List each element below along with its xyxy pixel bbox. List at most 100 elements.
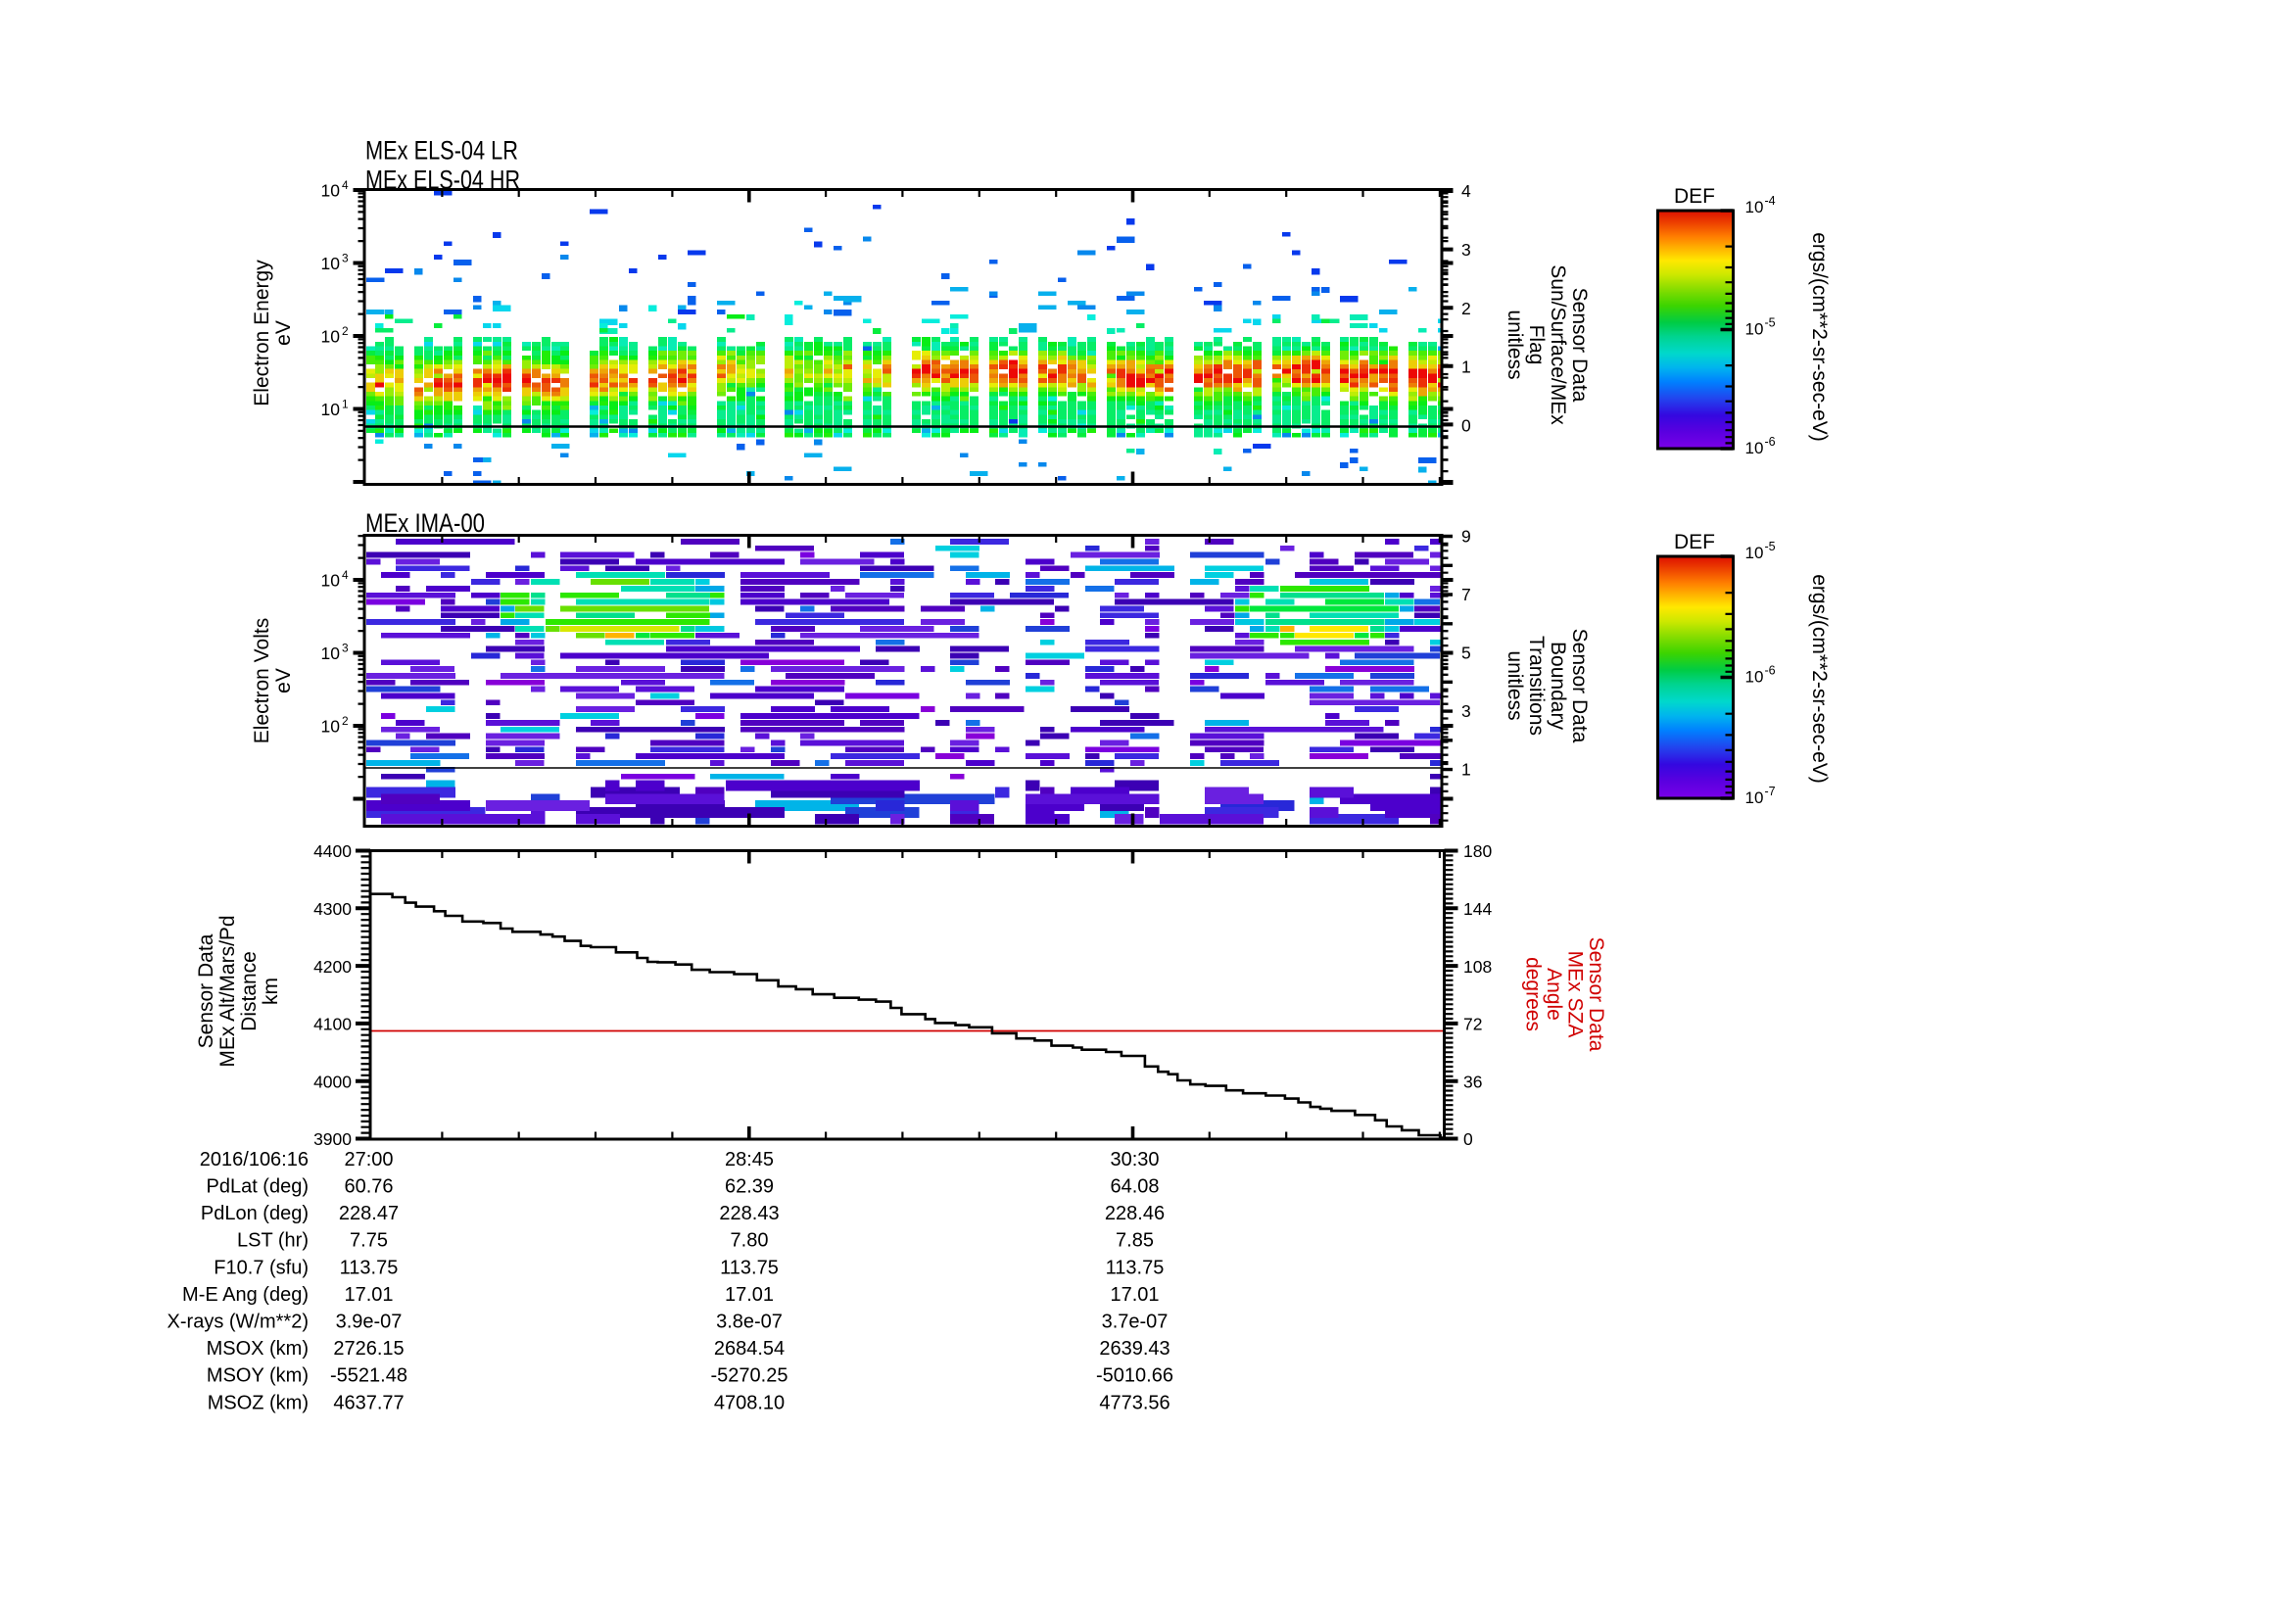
svg-text:2684.54: 2684.54 (714, 1338, 785, 1360)
svg-text:9: 9 (1461, 527, 1471, 547)
svg-text:4200: 4200 (313, 957, 352, 977)
svg-text:17.01: 17.01 (725, 1284, 774, 1306)
svg-text:Electron Volts: Electron Volts (251, 618, 273, 743)
svg-text:2016/106:16: 2016/106:16 (200, 1149, 309, 1170)
svg-text:Boundary: Boundary (1547, 642, 1569, 730)
svg-text:X-rays (W/m**2): X-rays (W/m**2) (167, 1312, 309, 1333)
svg-text:-5010.66: -5010.66 (1096, 1365, 1173, 1387)
svg-text:7: 7 (1461, 585, 1471, 604)
svg-text:7.75: 7.75 (350, 1230, 388, 1252)
svg-text:-4: -4 (1765, 194, 1776, 208)
svg-text:MEx IMA-00: MEx IMA-00 (365, 508, 485, 538)
svg-text:2: 2 (1461, 299, 1471, 318)
svg-text:17.01: 17.01 (344, 1284, 393, 1306)
svg-text:degrees: degrees (1522, 957, 1545, 1031)
svg-text:2726.15: 2726.15 (333, 1338, 404, 1360)
svg-text:3.9e-07: 3.9e-07 (336, 1312, 403, 1333)
svg-text:PdLat (deg): PdLat (deg) (206, 1176, 309, 1198)
svg-text:10: 10 (1745, 544, 1764, 562)
svg-text:10: 10 (321, 644, 341, 663)
svg-text:4: 4 (1461, 181, 1471, 201)
svg-text:10: 10 (321, 717, 341, 737)
svg-text:10: 10 (321, 181, 341, 201)
svg-text:10: 10 (1745, 788, 1764, 807)
svg-text:4400: 4400 (313, 841, 352, 861)
svg-text:10: 10 (321, 254, 341, 273)
svg-text:MSOY (km): MSOY (km) (207, 1365, 309, 1387)
svg-text:10: 10 (321, 571, 341, 591)
svg-text:unitless: unitless (1503, 310, 1526, 379)
svg-text:-7: -7 (1765, 785, 1776, 798)
svg-text:4773.56: 4773.56 (1099, 1392, 1169, 1413)
svg-text:7.80: 7.80 (731, 1230, 769, 1252)
svg-text:unitless: unitless (1503, 650, 1526, 720)
svg-text:4: 4 (342, 178, 349, 192)
svg-text:3: 3 (342, 642, 349, 655)
svg-text:108: 108 (1463, 957, 1492, 977)
svg-text:PdLon (deg): PdLon (deg) (201, 1203, 309, 1224)
svg-text:10: 10 (1745, 668, 1764, 687)
svg-text:Sun/Surface/MEx: Sun/Surface/MEx (1547, 264, 1569, 425)
svg-text:LST (hr): LST (hr) (237, 1230, 309, 1252)
svg-text:113.75: 113.75 (720, 1257, 779, 1278)
svg-text:10: 10 (1745, 198, 1764, 216)
svg-text:1: 1 (1461, 760, 1471, 780)
svg-text:60.76: 60.76 (344, 1176, 393, 1198)
svg-text:-5521.48: -5521.48 (330, 1365, 407, 1387)
svg-text:17.01: 17.01 (1110, 1284, 1159, 1306)
svg-text:3.8e-07: 3.8e-07 (716, 1312, 783, 1333)
svg-text:10: 10 (321, 400, 341, 419)
svg-text:Sensor Data: Sensor Data (1568, 629, 1591, 743)
svg-text:MSOZ (km): MSOZ (km) (208, 1392, 309, 1413)
svg-text:4637.77: 4637.77 (333, 1392, 404, 1413)
svg-text:MEx Alt/Mars/Pd: MEx Alt/Mars/Pd (216, 915, 239, 1067)
svg-text:Distance: Distance (238, 951, 261, 1031)
svg-text:Sensor Data: Sensor Data (1568, 288, 1591, 403)
svg-text:MSOX (km): MSOX (km) (207, 1338, 309, 1360)
svg-text:-5270.25: -5270.25 (711, 1365, 788, 1387)
svg-text:km: km (260, 978, 282, 1005)
svg-text:4300: 4300 (313, 899, 352, 919)
svg-text:3: 3 (1461, 701, 1471, 721)
svg-text:MEx ELS-04 LR: MEx ELS-04 LR (365, 136, 518, 166)
svg-text:MEx ELS-04 HR: MEx ELS-04 HR (365, 166, 520, 195)
svg-text:27:00: 27:00 (344, 1149, 393, 1170)
svg-text:M-E Ang (deg): M-E Ang (deg) (182, 1284, 309, 1306)
svg-text:-6: -6 (1765, 435, 1776, 449)
svg-text:2639.43: 2639.43 (1099, 1338, 1169, 1360)
svg-text:-5: -5 (1765, 316, 1776, 330)
svg-text:Angle: Angle (1543, 968, 1565, 1021)
svg-text:3.7e-07: 3.7e-07 (1102, 1312, 1169, 1333)
svg-text:Sensor Data: Sensor Data (195, 933, 217, 1048)
svg-text:Electron Energy: Electron Energy (251, 260, 273, 406)
svg-text:10: 10 (1745, 320, 1764, 339)
svg-text:2: 2 (342, 324, 349, 338)
svg-text:Transitions: Transitions (1525, 636, 1548, 736)
svg-text:F10.7 (sfu): F10.7 (sfu) (214, 1257, 309, 1278)
svg-text:5: 5 (1461, 644, 1471, 663)
svg-text:Flag: Flag (1525, 325, 1548, 365)
svg-text:3900: 3900 (313, 1129, 352, 1149)
svg-text:144: 144 (1463, 899, 1492, 919)
svg-text:1: 1 (1461, 358, 1471, 377)
svg-text:72: 72 (1463, 1015, 1482, 1034)
svg-text:228.43: 228.43 (719, 1203, 779, 1224)
svg-text:3: 3 (342, 252, 349, 265)
svg-text:0: 0 (1463, 1129, 1473, 1149)
svg-text:228.47: 228.47 (339, 1203, 399, 1224)
svg-text:28:45: 28:45 (725, 1149, 774, 1170)
svg-text:Sensor Data: Sensor Data (1585, 937, 1607, 1052)
svg-text:10: 10 (1745, 439, 1764, 457)
svg-text:-6: -6 (1765, 664, 1776, 678)
svg-text:36: 36 (1463, 1072, 1482, 1091)
svg-text:MEx SZA: MEx SZA (1564, 951, 1587, 1038)
svg-text:113.75: 113.75 (1106, 1257, 1165, 1278)
svg-text:30:30: 30:30 (1110, 1149, 1159, 1170)
svg-text:2: 2 (342, 714, 349, 728)
svg-text:62.39: 62.39 (725, 1176, 774, 1198)
svg-text:DEF: DEF (1674, 185, 1715, 208)
svg-text:1: 1 (342, 398, 349, 411)
svg-text:4: 4 (342, 568, 349, 582)
svg-text:0: 0 (1461, 415, 1471, 435)
svg-text:eV: eV (272, 668, 295, 693)
